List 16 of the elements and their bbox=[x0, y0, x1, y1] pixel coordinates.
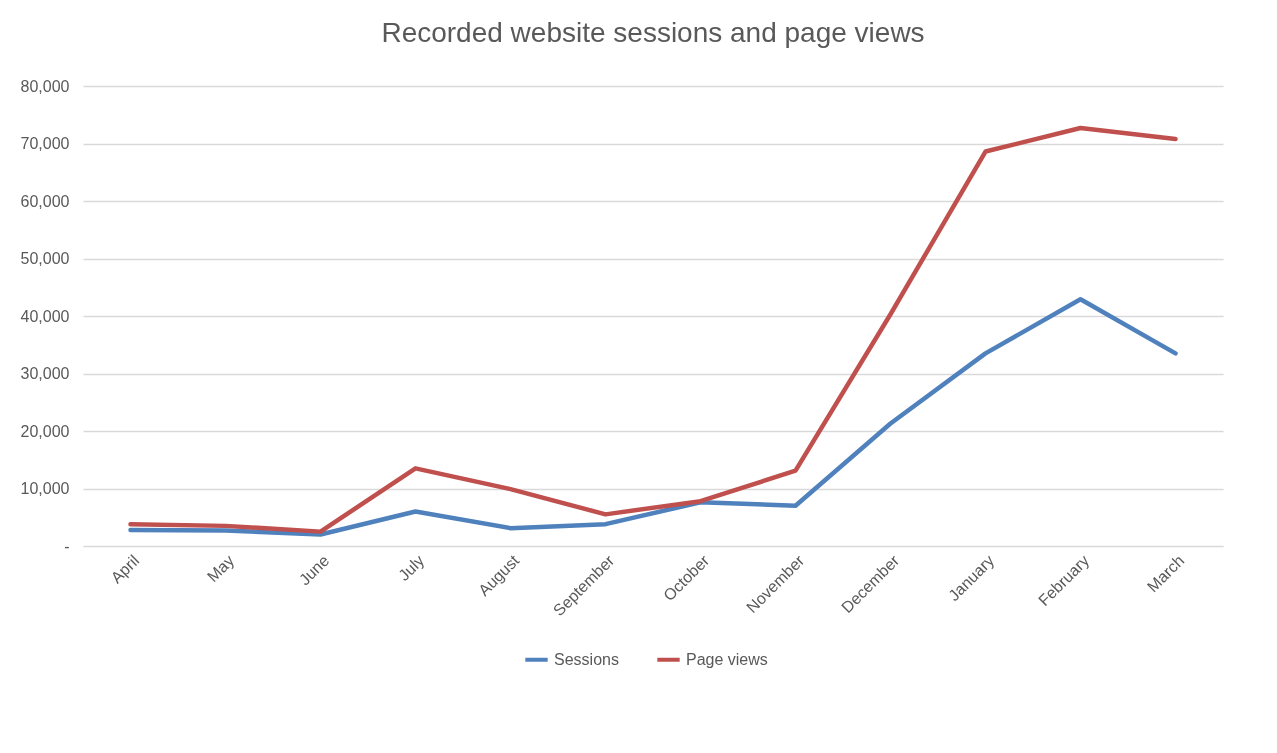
y-tick-label: 50,000 bbox=[20, 250, 70, 267]
line-series bbox=[128, 125, 1178, 534]
y-tick-label: 70,000 bbox=[20, 135, 70, 152]
legend-label: Page views bbox=[686, 650, 768, 668]
y-tick-label: 80,000 bbox=[20, 77, 70, 95]
y-tick-label: 20,000 bbox=[20, 422, 70, 440]
x-tick-label: July bbox=[395, 551, 428, 584]
legend-label: Sessions bbox=[554, 650, 619, 668]
y-tick-label: 60,000 bbox=[20, 192, 70, 210]
x-tick-label: May bbox=[203, 551, 238, 586]
line-series bbox=[128, 297, 1178, 537]
chart-title: Recorded website sessions and page views bbox=[381, 17, 925, 48]
y-tick-label: 10,000 bbox=[20, 480, 70, 497]
y-tick-label: 30,000 bbox=[20, 365, 70, 382]
y-tick-label: 40,000 bbox=[20, 307, 70, 325]
y-tick-label: - bbox=[64, 537, 70, 555]
